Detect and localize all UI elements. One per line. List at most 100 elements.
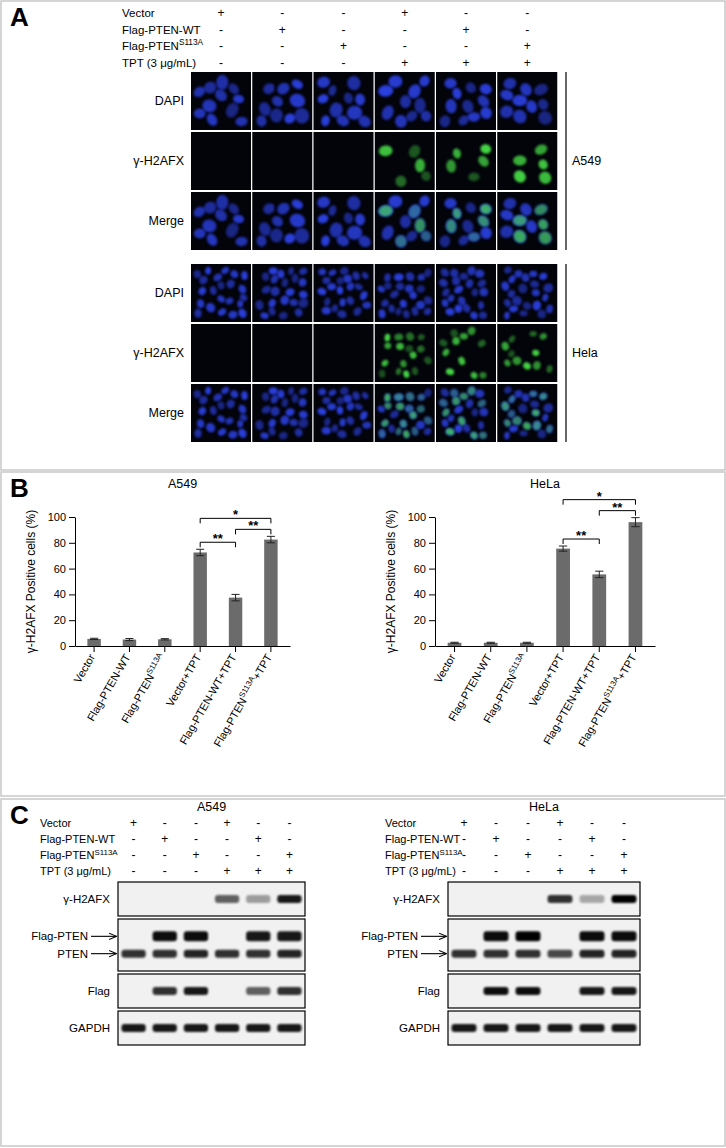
nucleus xyxy=(532,202,550,218)
band xyxy=(580,931,605,941)
nucleus xyxy=(269,387,279,395)
tile-background xyxy=(314,384,374,442)
nucleus xyxy=(478,301,485,310)
condition-mark: - xyxy=(462,848,466,862)
condition-table: Vector+--+--Flag-PTEN-WT-+--+-Flag-PTENS… xyxy=(122,6,531,70)
nucleus xyxy=(270,108,284,123)
nucleus xyxy=(394,393,404,401)
condition-mark: + xyxy=(462,56,469,70)
nucleus xyxy=(545,304,554,314)
nucleus xyxy=(529,391,537,397)
nucleus xyxy=(531,409,540,417)
nucleus xyxy=(209,286,217,296)
western-blot: A549Vector+--+--Flag-PTEN-WT-+--+-Flag-P… xyxy=(31,800,305,1045)
foci-stain xyxy=(394,235,407,248)
tile-background xyxy=(375,264,435,322)
image-row-label: Merge xyxy=(149,214,184,228)
nucleus xyxy=(269,405,281,417)
tick-label: Flag-PTENS113A+TPT xyxy=(575,651,639,749)
tick-label: 20 xyxy=(54,614,66,626)
condition-mark: - xyxy=(526,816,530,830)
condition-mark: + xyxy=(340,39,347,53)
band-arrow xyxy=(421,936,446,937)
condition-mark: + xyxy=(286,864,293,878)
nucleus xyxy=(197,286,207,297)
condition-mark: + xyxy=(524,56,531,70)
nucleus xyxy=(439,387,451,399)
nucleus xyxy=(212,272,224,283)
text-part: Flag-PTEN xyxy=(40,849,94,861)
significance-label: * xyxy=(597,489,603,504)
nucleus xyxy=(267,298,277,309)
nucleus xyxy=(479,202,493,215)
plot-marks xyxy=(448,518,643,646)
foci-stain xyxy=(380,418,390,427)
nucleus xyxy=(439,267,451,279)
nucleus xyxy=(384,402,393,410)
nucleus xyxy=(327,403,336,410)
nucleus xyxy=(388,409,400,420)
condition-label: Vector xyxy=(122,7,155,19)
micrograph-tile xyxy=(191,324,251,382)
tick: Flag-PTENS113A xyxy=(480,646,531,725)
micrographs: DAPIγ-H2AFXMergeA549DAPIγ-H2AFXMergeHela xyxy=(133,72,601,442)
condition-mark: + xyxy=(255,864,262,878)
nucleus xyxy=(457,295,467,307)
foci-stain xyxy=(395,367,402,375)
blot-title: HeLa xyxy=(529,800,559,814)
condition-mark: + xyxy=(524,848,531,862)
foci-stain xyxy=(546,364,554,373)
tick: 80 xyxy=(414,537,435,549)
nucleus xyxy=(339,298,347,307)
nucleus xyxy=(191,84,207,99)
bar xyxy=(264,540,277,646)
foci-stain xyxy=(419,169,432,182)
foci-stain xyxy=(479,203,492,215)
band xyxy=(516,987,541,995)
nucleus xyxy=(422,306,432,316)
tile-background xyxy=(375,384,435,442)
band xyxy=(612,987,637,995)
nucleus xyxy=(500,400,511,412)
nucleus xyxy=(377,84,393,98)
tick-mark xyxy=(635,646,636,652)
band xyxy=(184,1024,208,1032)
condition-mark: - xyxy=(194,816,198,830)
foci-stain xyxy=(415,218,426,232)
nucleus xyxy=(479,431,488,439)
tick: 0 xyxy=(60,640,75,652)
error-bar-line xyxy=(595,571,603,577)
tile-background xyxy=(252,192,312,250)
nucleus xyxy=(394,273,404,281)
nucleus xyxy=(318,388,327,396)
condition-label: Flag-PTEN-WT xyxy=(385,833,460,845)
significance-label: ** xyxy=(576,528,587,543)
nucleus xyxy=(298,386,309,396)
foci-stain xyxy=(537,218,550,231)
nucleus xyxy=(197,274,209,286)
condition-mark: - xyxy=(590,848,594,862)
text-part: +TPT xyxy=(615,652,639,682)
nucleus xyxy=(476,278,488,289)
nucleus xyxy=(467,112,480,122)
tile-background xyxy=(375,324,435,382)
foci-stain xyxy=(399,359,407,368)
tick-label: 20 xyxy=(414,614,426,626)
nucleus xyxy=(223,101,241,120)
tick: Flag-PTENS113A xyxy=(117,646,168,725)
nucleus xyxy=(290,198,304,211)
foci-stain xyxy=(396,343,404,350)
foci-stain xyxy=(466,386,476,397)
foci-stain xyxy=(405,345,413,352)
nucleus xyxy=(220,385,231,395)
tick-label: 0 xyxy=(420,640,426,652)
foci-stain xyxy=(399,419,407,428)
nucleus xyxy=(445,98,457,114)
nucleus xyxy=(205,232,220,248)
foci-stain xyxy=(546,424,554,433)
foci-stain xyxy=(532,420,541,430)
nucleus xyxy=(422,426,432,436)
nucleus xyxy=(261,271,271,282)
nucleus xyxy=(509,425,519,433)
band xyxy=(612,931,637,941)
